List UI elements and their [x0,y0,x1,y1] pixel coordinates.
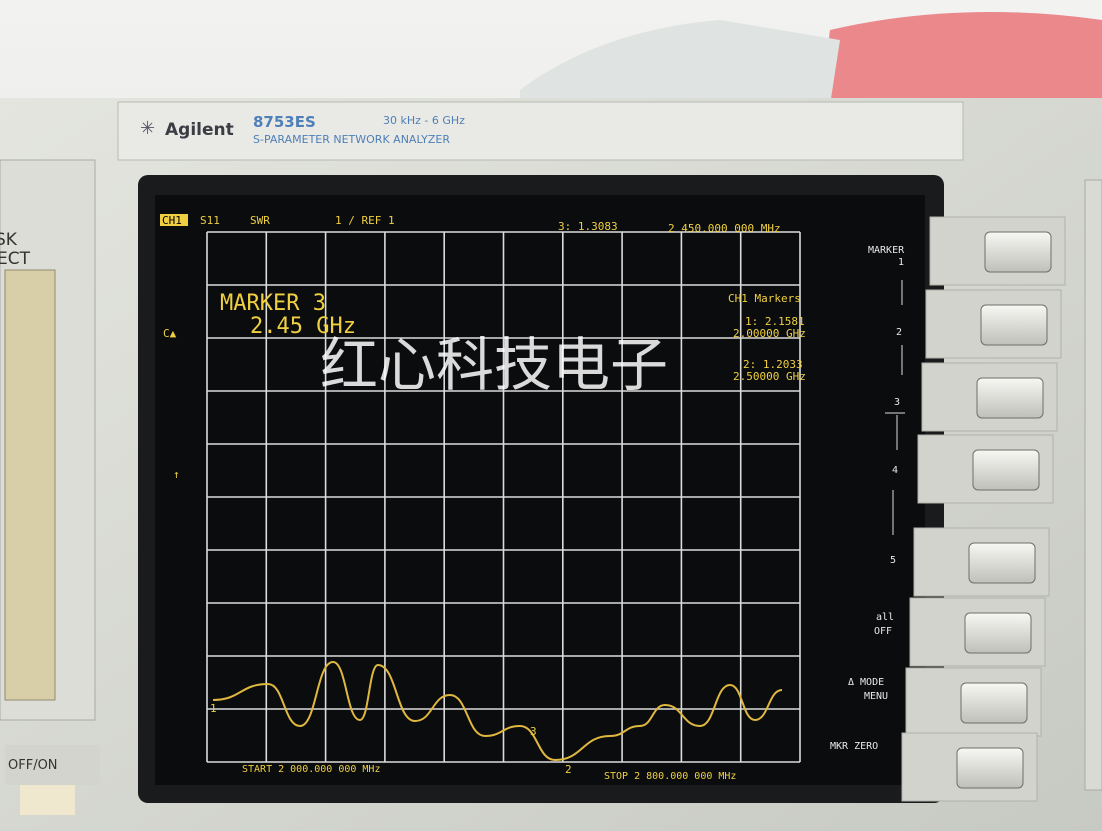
marker-box-freq: 2.45 GHz [250,314,356,339]
marker-item-value: 2: 1.2033 [743,358,803,371]
softkey-item: 4 [892,465,898,476]
label-strip [117,101,964,161]
trace-marker: 1 [210,702,217,715]
softkey-item: 2 [896,327,902,338]
delta-flag: C▲ [163,327,177,340]
marker-box-title: MARKER 3 [220,291,326,316]
softkey-button [980,304,1048,346]
marker-item-freq: 2.00000 GHz [733,327,806,340]
softkey-off: OFF [874,626,892,637]
marker-value: 3: 1.3083 [558,220,618,233]
trace [212,660,783,762]
right-panel [1084,179,1102,791]
model: 8753ES [253,113,316,131]
softkey-menu: MENU [864,691,888,702]
range: 30 kHz - 6 GHz [383,114,465,127]
softkey-button [976,377,1044,419]
disk-label: ECT [0,249,31,269]
scale: 1 / REF 1 [335,214,395,227]
softkey-button [972,449,1040,491]
power-label: OFF/ON [8,758,58,773]
brand: Agilent [165,120,234,140]
bubble-wrap [820,12,1102,105]
softkey-button [960,682,1028,724]
marker-item-value: 1: 2.1581 [745,315,805,328]
softkey-button [956,747,1024,789]
marker-item-freq: 2.50000 GHz [733,370,806,383]
format: SWR [250,214,270,227]
softkey-item: 3 [894,397,900,408]
power-panel [5,745,100,785]
power-switch [20,785,75,815]
stop: STOP 2 800.000 000 MHz [604,771,736,782]
softkey-mode: Δ MODE [848,677,884,688]
softkey-labels: 1 2 3 4 5 [890,257,904,566]
softkey-buttons [901,216,1066,802]
softkey-button [968,542,1036,584]
softkey-button [964,612,1032,654]
softkey-title: MARKER [868,245,905,256]
disk-drive [4,269,56,701]
ref-arrow: ↑ [173,468,180,481]
softkey-item: 1 [898,257,904,268]
softkey-item: 5 [890,555,896,566]
marker-list-title: CH1 Markers [728,292,801,305]
softkey-button [984,231,1052,273]
logo-spark: ✳ [140,118,155,139]
channel: CH1 [162,214,182,227]
softkey-zero: MKR ZERO [830,741,878,752]
marker-freq: 2 450.000 000 MHz [668,222,781,235]
trace-marker: 2 [565,763,572,776]
graticule [206,231,801,763]
channel-box [160,214,188,226]
trace-marker: 3 [530,725,537,738]
disk-label: SK [0,230,18,250]
start: START 2 000.000 000 MHz [242,764,380,775]
subtitle: S-PARAMETER NETWORK ANALYZER [253,133,450,146]
parameter: S11 [200,214,220,227]
paper [520,20,840,105]
softkey-all: all [876,612,894,623]
watermark: 红心科技电子 [320,331,668,399]
screen [155,195,925,785]
